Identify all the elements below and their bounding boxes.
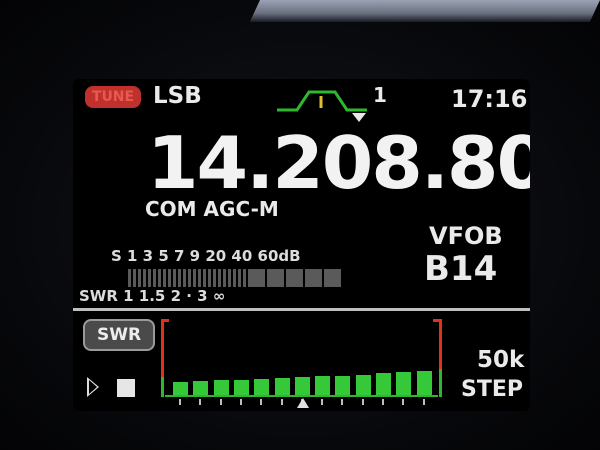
right-edge-green xyxy=(439,369,442,397)
radio-display: TUNE LSB 1 17:16 14.208.800 COM AGC-M VF… xyxy=(73,79,530,411)
scope-tick xyxy=(402,399,405,405)
center-marker-icon xyxy=(297,398,309,408)
scope-bar xyxy=(193,381,209,395)
scope-bar xyxy=(274,378,290,395)
scope-tick xyxy=(321,399,324,405)
vfo-label[interactable]: VFOB xyxy=(429,222,503,250)
scope-tick xyxy=(422,399,425,405)
filter-number: 1 xyxy=(373,83,387,107)
tune-badge[interactable]: TUNE xyxy=(85,86,141,108)
scope-bar xyxy=(315,376,331,395)
scope-bar xyxy=(376,373,392,395)
scope-tick xyxy=(260,399,263,405)
scope-baseline xyxy=(165,395,438,397)
scope-bar xyxy=(416,371,432,395)
scope-tick xyxy=(239,399,242,405)
scope-bar xyxy=(294,377,310,395)
s-meter-bar xyxy=(128,269,393,287)
scope-tick xyxy=(179,399,181,405)
scope-bar xyxy=(254,379,270,395)
scope-tick xyxy=(341,399,344,405)
divider xyxy=(73,308,530,311)
scope-tick xyxy=(280,399,283,405)
scope-ticks xyxy=(171,399,435,407)
scope-bar xyxy=(396,372,412,395)
play-icon[interactable] xyxy=(87,377,99,397)
scope-bar xyxy=(335,376,351,395)
frequency-readout[interactable]: 14.208.800 xyxy=(147,121,530,205)
clock: 17:16 xyxy=(451,85,528,113)
scope-tick xyxy=(382,399,385,405)
memory-channel: B14 xyxy=(424,249,498,289)
step-value[interactable]: 50k xyxy=(477,347,525,373)
scope-tick xyxy=(199,399,202,405)
scope-tick xyxy=(361,399,364,405)
scope-tick xyxy=(219,399,222,405)
left-edge-marker xyxy=(161,319,164,379)
swr-scope-bars xyxy=(171,371,435,395)
left-edge-cap xyxy=(161,319,169,322)
swr-scale: SWR 1 1.5 2 · 3 ∞ xyxy=(79,287,226,305)
step-label[interactable]: STEP xyxy=(461,377,524,402)
right-edge-cap xyxy=(433,319,442,322)
scope-bar xyxy=(355,375,371,395)
status-line: COM AGC-M xyxy=(145,197,279,221)
scope-bar xyxy=(233,380,249,395)
passband-marker-icon xyxy=(352,113,366,122)
left-edge-green xyxy=(161,377,164,397)
scope-bar xyxy=(173,382,188,395)
right-edge-marker xyxy=(439,319,442,371)
s-meter-scale: S 1 3 5 7 9 20 40 60dB xyxy=(111,247,301,265)
passband-icon xyxy=(277,90,367,112)
bezel-top-edge xyxy=(249,0,600,22)
stop-icon[interactable] xyxy=(117,379,135,397)
swr-button[interactable]: SWR xyxy=(83,319,155,351)
scope-bar xyxy=(213,380,229,395)
mode-label[interactable]: LSB xyxy=(153,83,202,109)
